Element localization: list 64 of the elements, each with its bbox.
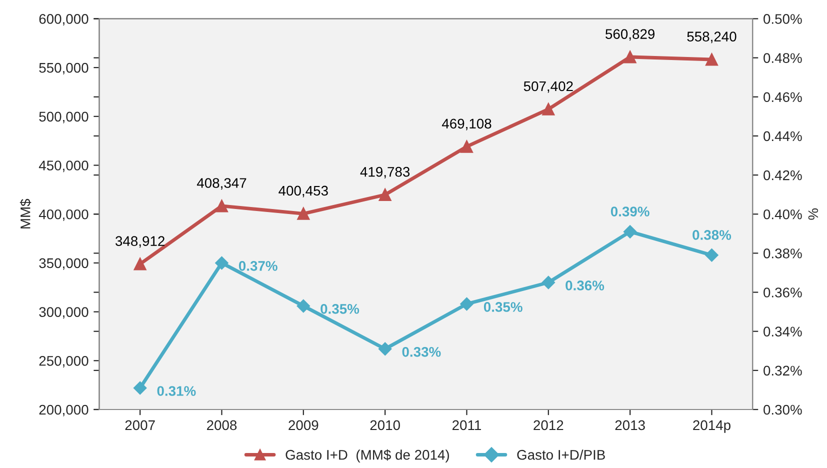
y2-tick-label: 0.40%	[764, 209, 802, 220]
y2-tick-label: 0.42%	[764, 170, 802, 180]
data-label: 0.37%	[238, 261, 278, 271]
x-tick-label: 2011	[452, 420, 481, 430]
y2-tick-label: 0.36%	[764, 288, 802, 298]
y2-tick-label: 0.38%	[764, 248, 802, 258]
data-label: 507,402	[524, 81, 573, 93]
x-tick-label: 2012	[534, 420, 564, 430]
point	[215, 256, 228, 270]
data-label: 0.33%	[402, 346, 441, 357]
point	[623, 225, 637, 238]
data-label: 0.36%	[566, 280, 604, 290]
point	[378, 188, 392, 202]
x-tick-label: 2013	[615, 420, 645, 430]
x-tick-label: 2007	[125, 420, 155, 430]
point	[297, 207, 310, 220]
data-label: 419,783	[360, 166, 410, 178]
data-label: 348,912	[116, 236, 164, 248]
x-tick-label: 2010	[370, 420, 400, 430]
y2-tick-label: 0.46%	[764, 92, 802, 102]
point	[542, 276, 555, 290]
point	[705, 248, 718, 262]
y-axis-title: MM$	[20, 198, 32, 228]
x-tick-label: 2008	[206, 420, 237, 430]
y-tick-label: 200,000	[39, 404, 88, 416]
legend-label: Gasto I+D/PIB	[517, 450, 605, 460]
point	[460, 297, 474, 311]
point	[542, 102, 555, 116]
data-label: 408,347	[196, 178, 246, 190]
data-label: 558,240	[687, 32, 736, 44]
y-tick-label: 600,000	[39, 14, 88, 26]
data-label: 0.31%	[157, 386, 196, 396]
y2-tick-label: 0.30%	[764, 404, 802, 415]
y2-tick-label: 0.32%	[764, 366, 802, 376]
data-label: 0.35%	[320, 304, 360, 314]
data-label: 0.35%	[484, 302, 522, 312]
y2-tick-label: 0.34%	[764, 326, 802, 337]
data-label: 400,453	[278, 186, 328, 198]
y2-tick-label: 0.44%	[764, 131, 802, 142]
y-tick-label: 500,000	[39, 112, 88, 124]
point	[215, 200, 228, 212]
x-tick-label: 2009	[288, 420, 318, 430]
point	[460, 140, 473, 153]
point	[705, 53, 718, 66]
data-label: 0.39%	[610, 206, 650, 216]
point	[134, 258, 146, 270]
y-tick-label: 250,000	[39, 356, 88, 368]
point	[133, 381, 147, 395]
y2-axis-title: %	[808, 208, 818, 220]
x-tick-label: 2014p	[693, 420, 730, 433]
point	[378, 342, 392, 356]
y-tick-label: 350,000	[39, 258, 88, 270]
y-tick-label: 450,000	[38, 160, 88, 172]
y2-tick-label: 0.48%	[764, 53, 802, 63]
legend-label: Gasto I+D (MM$ de 2014)	[286, 449, 449, 463]
y-tick-label: 550,000	[39, 62, 88, 74]
y2-tick-label: 0.50%	[764, 14, 802, 24]
y-tick-label: 300,000	[39, 307, 88, 319]
data-label: 560,829	[606, 29, 655, 41]
y-tick-label: 400,000	[38, 209, 88, 221]
point	[624, 50, 636, 64]
data-label: 0.38%	[692, 230, 732, 240]
data-label: 469,108	[442, 118, 492, 130]
point	[296, 299, 310, 313]
